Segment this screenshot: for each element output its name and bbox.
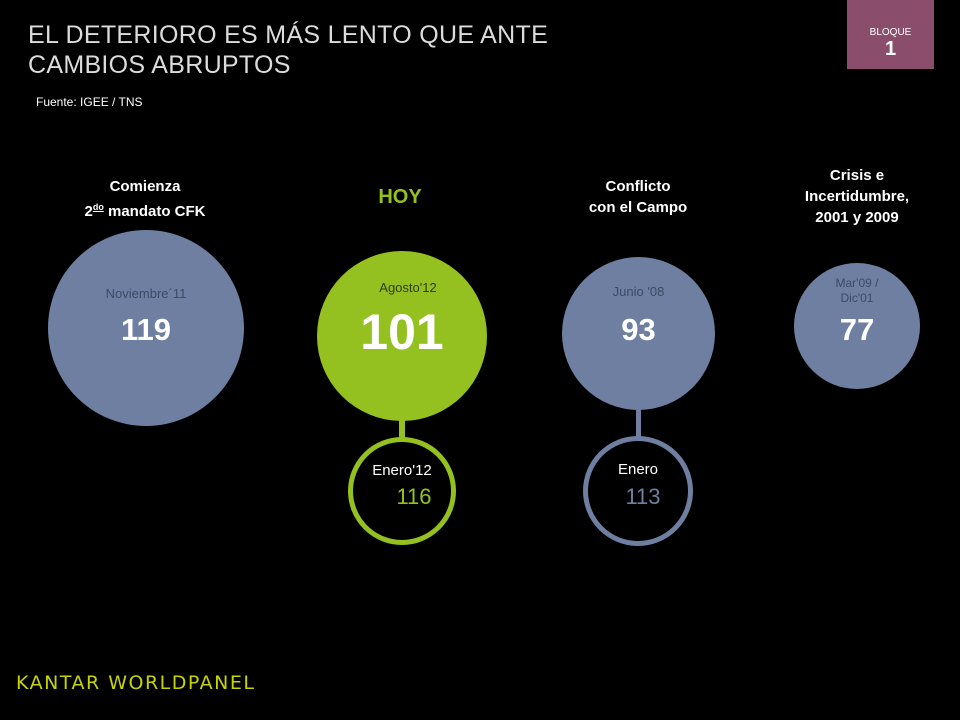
caption-cfk-line-2: 2do mandato CFK <box>50 197 240 222</box>
caption-crisis-line-3: 2001 y 2009 <box>815 209 899 226</box>
circle-junio-08 <box>562 257 715 410</box>
value-noviembre-11: 119 <box>120 312 171 347</box>
period-mar09-line-2: Dic'01 <box>840 291 874 305</box>
caption-cfk-line-1: Comienza <box>109 178 181 195</box>
caption-hoy: HOY <box>378 186 422 208</box>
value-junio-08: 93 <box>621 312 656 347</box>
bloque-number: 1 <box>884 38 897 60</box>
bloque-badge: BLOQUE 1 <box>847 0 934 69</box>
caption-crisis-line-2: Incertidumbre, <box>804 188 910 205</box>
source-note: Fuente: IGEE / TNS <box>36 95 143 109</box>
period-mar09-dic01: Mar'09 / Dic'01 <box>794 276 920 306</box>
period-mar09-line-1: Mar'09 / <box>835 276 879 290</box>
value-enero-12: 116 <box>396 484 432 509</box>
value-enero: 113 <box>625 484 661 509</box>
caption-cfk-num: 2 <box>84 203 93 220</box>
period-enero: Enero <box>617 461 659 478</box>
caption-cfk-sup: do <box>92 202 104 212</box>
page-title: EL DETERIORO ES MÁS LENTO QUE ANTE CAMBI… <box>28 20 548 80</box>
ring-enero <box>583 436 693 546</box>
period-enero-12: Enero'12 <box>372 462 432 479</box>
stem-campo <box>636 395 641 447</box>
period-agosto-12: Agosto'12 <box>379 280 437 295</box>
stem-hoy <box>399 405 405 445</box>
caption-campo: Conflicto con el Campo <box>548 176 728 218</box>
caption-crisis: Crisis e Incertidumbre, 2001 y 2009 <box>768 165 946 228</box>
circle-agosto-12 <box>317 251 487 421</box>
ring-enero-12 <box>348 437 456 545</box>
caption-cfk-post: mandato CFK <box>103 203 206 220</box>
period-noviembre-11: Noviembre´11 <box>105 286 187 301</box>
circle-mar09-dic01 <box>794 263 920 389</box>
period-junio-08: Junio '08 <box>612 284 665 299</box>
caption-campo-line-1: Conflicto <box>605 178 671 195</box>
caption-cfk: Comienza 2do mandato CFK <box>50 176 240 222</box>
value-agosto-12: 101 <box>360 304 444 360</box>
caption-campo-line-2: con el Campo <box>588 199 688 216</box>
circle-noviembre-11 <box>48 230 244 426</box>
caption-crisis-line-1: Crisis e <box>829 167 885 184</box>
page-title-line-2: CAMBIOS ABRUPTOS <box>28 51 291 79</box>
bloque-label: BLOQUE <box>869 27 912 38</box>
value-mar09-dic01: 77 <box>839 312 875 347</box>
page-title-line-1: EL DETERIORO ES MÁS LENTO QUE ANTE <box>28 21 549 49</box>
kantar-worldpanel-logo: KANTAR WORLDPANEL <box>16 672 256 694</box>
